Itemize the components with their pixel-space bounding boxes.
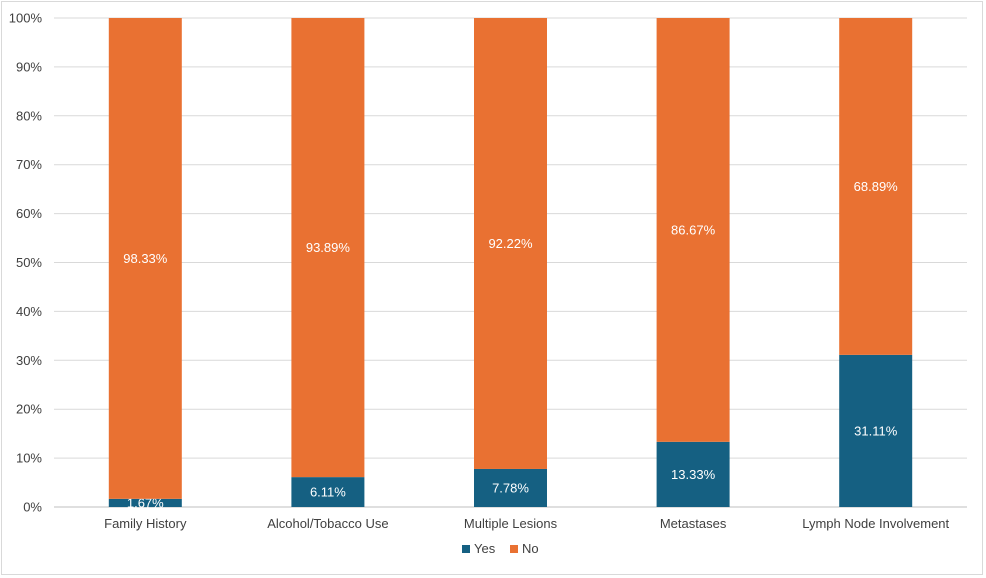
data-label: 68.89% [854, 179, 899, 194]
bar-yes-metastases [656, 441, 730, 507]
bar-yes-family-history [108, 498, 182, 507]
data-label: 13.33% [671, 467, 716, 482]
bar-no-family-history [108, 18, 182, 499]
y-tick-label: 40% [16, 304, 42, 319]
legend-swatch-no [510, 545, 518, 553]
bar-yes-alcohol-tobacco-use [291, 477, 365, 507]
bar-no-multiple-lesions [474, 18, 547, 469]
bar-yes-lymph-node-involvement [839, 354, 913, 507]
y-tick-label: 60% [16, 206, 42, 221]
x-category-label: Family History [104, 516, 187, 531]
legend-swatch-yes [462, 545, 470, 553]
bar-yes-multiple-lesions [474, 468, 547, 507]
data-label: 92.22% [488, 236, 533, 251]
y-tick-label: 20% [16, 402, 42, 417]
y-tick-label: 70% [16, 157, 42, 172]
y-tick-label: 0% [23, 500, 42, 515]
x-category-label: Multiple Lesions [464, 516, 558, 531]
data-label: 93.89% [306, 240, 351, 255]
y-tick-label: 100% [9, 11, 43, 26]
y-tick-label: 90% [16, 59, 42, 74]
x-category-label: Alcohol/Tobacco Use [267, 516, 388, 531]
x-category-label: Metastases [660, 516, 727, 531]
y-tick-label: 80% [16, 108, 42, 123]
y-tick-label: 10% [16, 451, 42, 466]
data-label: 31.11% [854, 423, 898, 438]
legend-label-no: No [522, 541, 539, 556]
x-category-label: Lymph Node Involvement [802, 516, 949, 531]
data-label: 98.33% [123, 251, 168, 266]
data-label: 86.67% [671, 222, 716, 237]
bar-no-metastases [656, 18, 730, 442]
legend-label-yes: Yes [474, 541, 496, 556]
data-label: 1.67% [127, 495, 164, 510]
data-label: 7.78% [492, 480, 529, 495]
y-tick-label: 50% [16, 255, 42, 270]
bar-no-lymph-node-involvement [839, 18, 913, 355]
y-tick-label: 30% [16, 353, 42, 368]
data-label: 6.11% [310, 485, 346, 500]
bar-no-alcohol-tobacco-use [291, 18, 365, 478]
